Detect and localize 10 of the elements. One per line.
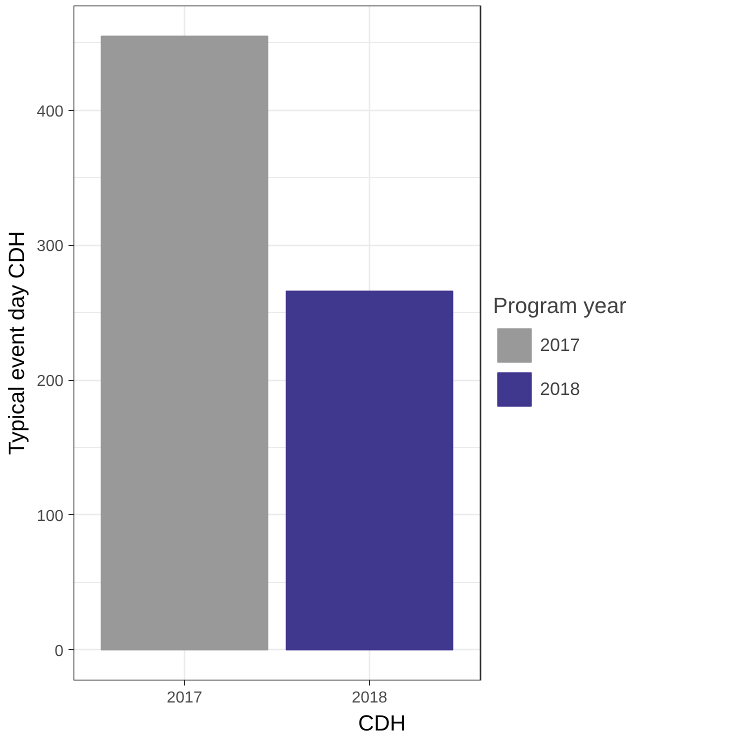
y-tick-label: 200 bbox=[36, 373, 64, 390]
legend-label: 2017 bbox=[540, 334, 580, 356]
y-tick-label: 400 bbox=[36, 103, 64, 120]
legend-label: 2018 bbox=[540, 378, 580, 400]
y-axis-title: Typical event day CDH bbox=[4, 231, 29, 455]
legend-title: Program year bbox=[493, 293, 626, 319]
y-tick-label: 0 bbox=[54, 642, 64, 660]
y-tick-label: 100 bbox=[36, 508, 64, 525]
x-axis-title: CDH bbox=[358, 710, 406, 736]
y-tick-label: 300 bbox=[36, 238, 64, 256]
